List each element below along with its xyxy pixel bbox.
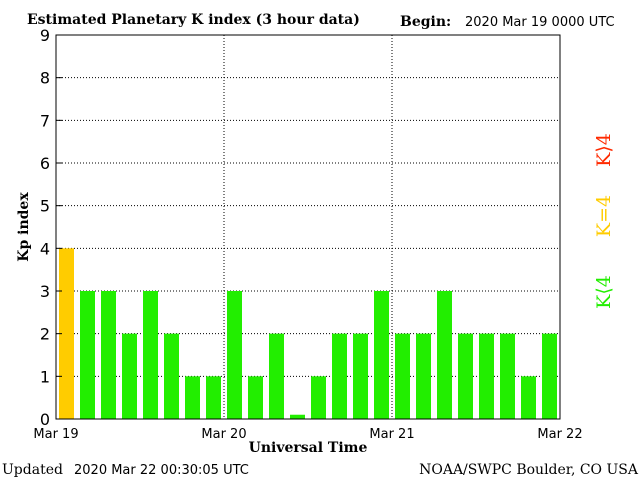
- x-axis-title: Universal Time: [249, 440, 368, 456]
- kp-bar: [164, 333, 179, 419]
- y-axis-title: Kp index: [16, 192, 32, 262]
- begin-value: 2020 Mar 19 0000 UTC: [465, 15, 615, 30]
- kp-bar: [353, 333, 368, 419]
- kp-bar: [59, 248, 74, 419]
- kp-bar: [374, 291, 389, 419]
- kp-bar: [248, 376, 263, 419]
- kp-bar: [101, 291, 116, 419]
- kp-bar: [479, 333, 494, 419]
- x-tick-label: Mar 21: [369, 427, 414, 442]
- kp-bar: [311, 376, 326, 419]
- y-tick-label: 0: [40, 410, 50, 429]
- kp-bar: [458, 333, 473, 419]
- y-tick-label: 9: [40, 26, 50, 45]
- kp-bar: [437, 291, 452, 419]
- y-tick-label: 3: [40, 282, 50, 301]
- kp-bar: [416, 333, 431, 419]
- y-tick-label: 2: [40, 325, 50, 344]
- legend-quiet: K⟨4: [593, 275, 615, 309]
- y-axis-ticks: 0 1 2 3 4 5 6 7 8 9: [40, 26, 62, 429]
- kp-bar: [206, 376, 221, 419]
- kp-bar: [542, 333, 557, 419]
- updated-value: 2020 Mar 22 00:30:05 UTC: [74, 463, 249, 478]
- chart-title: Estimated Planetary K index (3 hour data…: [27, 12, 360, 28]
- credit-text: NOAA/SWPC Boulder, CO USA: [419, 462, 639, 478]
- kp-bar: [290, 414, 305, 419]
- y-tick-label: 8: [40, 69, 50, 88]
- plot-frame: [55, 34, 561, 420]
- kp-bar: [332, 333, 347, 419]
- kp-bar: [80, 291, 95, 419]
- x-tick-label: Mar 19: [33, 427, 78, 442]
- kp-bar: [500, 333, 515, 419]
- kp-bar: [395, 333, 410, 419]
- kp-bar: [269, 333, 284, 419]
- legend-storm: K⟩4: [593, 133, 615, 167]
- y-tick-label: 6: [40, 154, 50, 173]
- kp-bar: [122, 333, 137, 419]
- kp-bar: [227, 291, 242, 419]
- kp-bar: [521, 376, 536, 419]
- updated-label: Updated: [2, 462, 63, 478]
- kp-bar: [143, 291, 158, 419]
- y-tick-label: 1: [40, 367, 50, 386]
- bar-series: [59, 248, 557, 419]
- y-tick-label: 5: [40, 197, 50, 216]
- begin-label: Begin:: [400, 14, 451, 30]
- kp-bar: [185, 376, 200, 419]
- x-tick-label: Mar 22: [537, 427, 582, 442]
- y-tick-label: 4: [40, 239, 50, 258]
- legend-threshold: K=4: [593, 195, 615, 237]
- x-axis-ticks: Mar 19 Mar 20 Mar 21 Mar 22: [33, 427, 582, 442]
- y-tick-label: 7: [40, 111, 50, 130]
- x-tick-label: Mar 20: [201, 427, 246, 442]
- grid-lines: [56, 35, 560, 419]
